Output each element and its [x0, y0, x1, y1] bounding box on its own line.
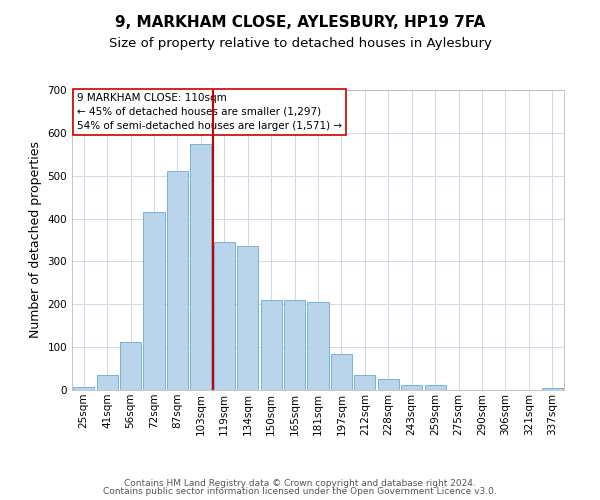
Bar [542, 388, 563, 390]
Bar [167, 172, 188, 390]
Text: Size of property relative to detached houses in Aylesbury: Size of property relative to detached ho… [109, 38, 491, 51]
Bar [378, 380, 399, 390]
Bar [97, 375, 118, 390]
Bar [307, 302, 329, 390]
Bar [284, 300, 305, 390]
Bar [214, 242, 235, 390]
Bar [73, 386, 94, 390]
Bar [425, 385, 446, 390]
Bar [120, 342, 141, 390]
Text: Contains public sector information licensed under the Open Government Licence v3: Contains public sector information licen… [103, 487, 497, 496]
Bar [260, 300, 281, 390]
Bar [401, 385, 422, 390]
Bar [331, 354, 352, 390]
Bar [190, 144, 211, 390]
Bar [143, 212, 164, 390]
Bar [237, 246, 258, 390]
Y-axis label: Number of detached properties: Number of detached properties [29, 142, 42, 338]
Bar [355, 375, 376, 390]
Text: Contains HM Land Registry data © Crown copyright and database right 2024.: Contains HM Land Registry data © Crown c… [124, 478, 476, 488]
Text: 9, MARKHAM CLOSE, AYLESBURY, HP19 7FA: 9, MARKHAM CLOSE, AYLESBURY, HP19 7FA [115, 15, 485, 30]
Text: 9 MARKHAM CLOSE: 110sqm
← 45% of detached houses are smaller (1,297)
54% of semi: 9 MARKHAM CLOSE: 110sqm ← 45% of detache… [77, 93, 342, 131]
